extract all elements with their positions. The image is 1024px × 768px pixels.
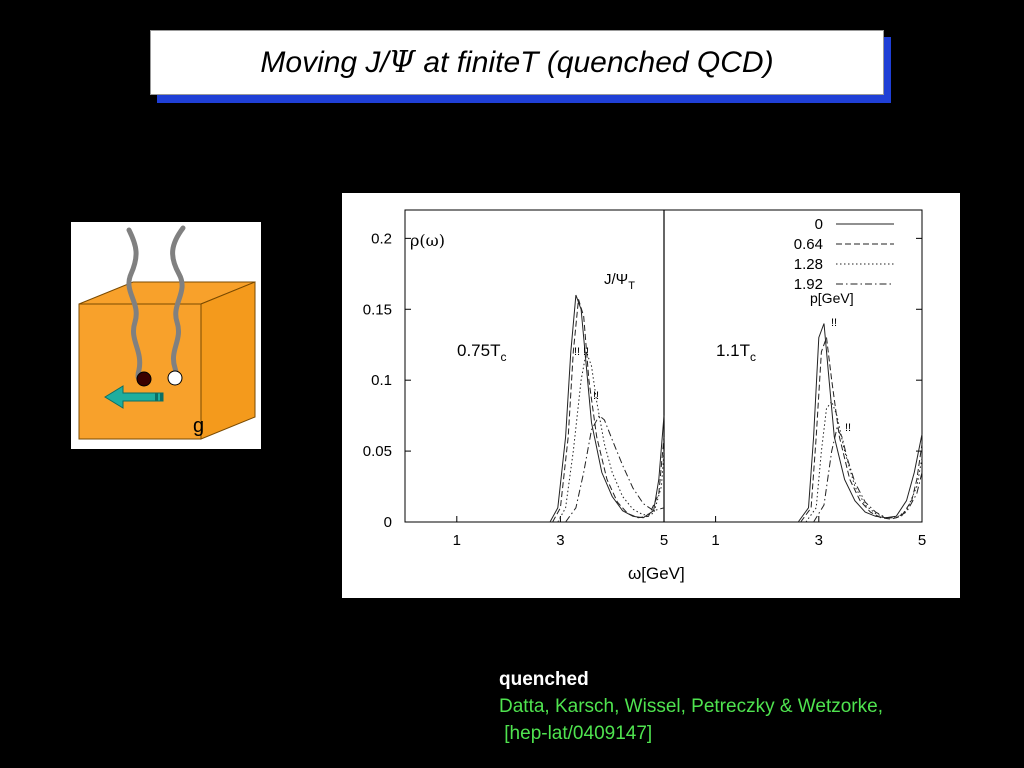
legend-title: p[GeV] xyxy=(810,290,854,306)
y-tick-label: 0.2 xyxy=(371,230,392,247)
legend-label: 1.92 xyxy=(794,276,823,293)
x-axis-label: ω[GeV] xyxy=(628,564,685,583)
panel-label-left: 0.75Tc xyxy=(457,341,506,364)
annotation-mark: !! xyxy=(831,317,837,329)
legend-label: 0.64 xyxy=(794,236,823,253)
caption-reference: [hep-lat/0409147] xyxy=(499,723,653,744)
annotation-mark: !! xyxy=(593,390,599,402)
x-tick-label: 1 xyxy=(711,532,719,549)
cube-illustration: g xyxy=(71,222,261,449)
caption-quenched: quenched xyxy=(499,669,589,690)
series-line-0 xyxy=(549,294,665,523)
series-line-0 xyxy=(797,323,923,523)
panel-label-left-main: 0.75T xyxy=(457,341,500,360)
title-part-psi: Ψ xyxy=(388,45,416,80)
panel-label-left-sub: c xyxy=(500,350,506,364)
y-axis-label: ρ(ω) xyxy=(410,231,445,250)
legend-label: 0 xyxy=(815,216,823,233)
cube-svg: g xyxy=(78,225,256,440)
series-line-1.28 xyxy=(557,349,665,523)
antiquark-icon xyxy=(167,370,183,386)
spectral-chart: 0 0.05 0.1 0.15 0.2 1 3 5 1 3 5 !!!!!!!!!! ρ(ω) J/… xyxy=(342,193,960,598)
series-label: J/ΨT xyxy=(604,271,635,292)
series-label-sub: T xyxy=(628,280,635,292)
y-tick-label: 0.15 xyxy=(363,301,392,318)
panel-label-right-sub: c xyxy=(750,350,756,364)
legend-label: 1.28 xyxy=(794,256,823,273)
x-tick-label: 5 xyxy=(660,532,668,549)
citation: quenched Datta, Karsch, Wissel, Petreczk… xyxy=(499,666,883,747)
chart-svg: 0 0.05 0.1 0.15 0.2 1 3 5 1 3 5 !!!!!!!!!! ρ(ω) J/… xyxy=(363,209,926,583)
title-text: Moving J/Ψ at finiteT (quenched QCD) xyxy=(260,45,773,80)
annotation-mark: !! xyxy=(574,346,580,358)
y-tick-label: 0 xyxy=(384,514,392,531)
quark-icon xyxy=(136,371,152,387)
annotation-mark: !! xyxy=(583,346,589,358)
series-line-0.64 xyxy=(552,299,665,523)
x-tick-label: 3 xyxy=(556,532,564,549)
caption-authors: Datta, Karsch, Wissel, Petreczky & Wetzo… xyxy=(499,696,883,717)
arrow-left-icon xyxy=(104,385,164,409)
series-line-1.92 xyxy=(565,414,665,523)
y-tick-label: 0.1 xyxy=(371,372,392,389)
x-tick-label: 3 xyxy=(815,532,823,549)
slide-title: Moving J/Ψ at finiteT (quenched QCD) xyxy=(150,30,884,95)
gluon-label: g xyxy=(193,415,204,437)
series-line-1.28 xyxy=(805,400,923,523)
panel-label-right: 1.1Tc xyxy=(716,341,756,364)
y-tick-label: 0.05 xyxy=(363,443,392,460)
title-part-pre: Moving J/ xyxy=(260,46,389,79)
x-tick-label: 1 xyxy=(453,532,461,549)
series-line-1.92 xyxy=(813,427,923,523)
legend: 0 0.64 1.28 1.92 xyxy=(794,216,894,293)
chart-marks: !!!!!!!!!! xyxy=(549,294,923,523)
chart-axes: 0 0.05 0.1 0.15 0.2 1 3 5 1 3 5 xyxy=(363,209,926,549)
series-line-0.64 xyxy=(800,337,923,523)
x-tick-label: 5 xyxy=(918,532,926,549)
panel-label-right-main: 1.1T xyxy=(716,341,750,360)
cube-right-face xyxy=(200,281,256,440)
title-part-post: at finiteT (quenched QCD) xyxy=(415,46,774,79)
annotation-mark: !! xyxy=(845,422,851,434)
